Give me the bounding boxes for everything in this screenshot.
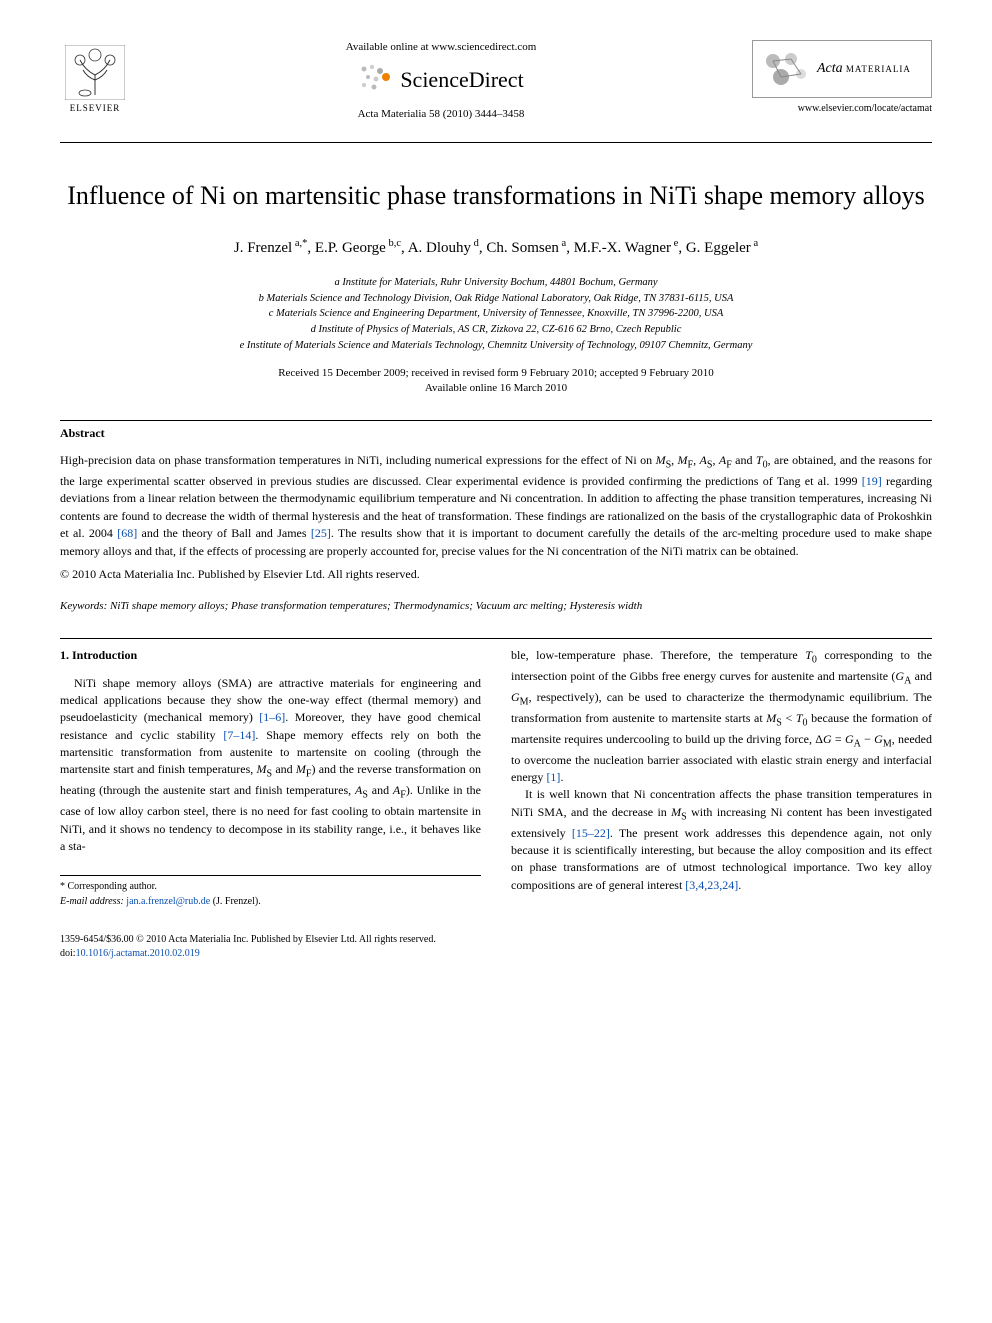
- abstract-section: Abstract High-precision data on phase tr…: [60, 425, 932, 582]
- email-paren: (J. Frenzel).: [213, 896, 261, 907]
- affiliation-a: a Institute for Materials, Ruhr Universi…: [60, 275, 932, 291]
- online-date: Available online 16 March 2010: [60, 381, 932, 396]
- acta-atoms-icon: [761, 49, 811, 89]
- article-dates: Received 15 December 2009; received in r…: [60, 366, 932, 397]
- journal-url: www.elsevier.com/locate/actamat: [752, 102, 932, 116]
- sciencedirect-text: ScienceDirect: [400, 65, 523, 96]
- column-left: 1. Introduction NiTi shape memory alloys…: [60, 647, 481, 909]
- email-line: E-mail address: jan.a.frenzel@rub.de (J.…: [60, 895, 481, 910]
- footnote-block: * Corresponding author. E-mail address: …: [60, 875, 481, 909]
- abstract-text: High-precision data on phase transformat…: [60, 452, 932, 560]
- sciencedirect-dots-icon: [358, 63, 394, 96]
- center-header: Available online at www.sciencedirect.co…: [130, 40, 752, 122]
- affiliation-c: c Materials Science and Engineering Depa…: [60, 306, 932, 322]
- keywords-label: Keywords:: [60, 600, 107, 612]
- affiliation-e: e Institute of Materials Science and Mat…: [60, 338, 932, 354]
- elsevier-logo: ELSEVIER: [60, 40, 130, 120]
- acta-text: Acta MATERIALIA: [811, 59, 911, 79]
- intro-para-1-cont: ble, low-temperature phase. Therefore, t…: [511, 647, 932, 786]
- elsevier-label: ELSEVIER: [70, 102, 121, 115]
- bottom-doi: doi:10.1016/j.actamat.2010.02.019: [60, 947, 932, 961]
- page-header: ELSEVIER Available online at www.science…: [60, 40, 932, 122]
- intro-para-2: It is well known that Ni concentration a…: [511, 786, 932, 894]
- column-right: ble, low-temperature phase. Therefore, t…: [511, 647, 932, 909]
- affiliation-b: b Materials Science and Technology Divis…: [60, 291, 932, 307]
- doi-link[interactable]: 10.1016/j.actamat.2010.02.019: [76, 948, 200, 959]
- sciencedirect-logo: ScienceDirect: [150, 63, 732, 96]
- abstract-heading: Abstract: [60, 425, 932, 442]
- page-footer: 1359-6454/$36.00 © 2010 Acta Materialia …: [60, 933, 932, 961]
- email-address[interactable]: jan.a.frenzel@rub.de: [126, 896, 210, 907]
- section-1-heading: 1. Introduction: [60, 647, 481, 664]
- bottom-rights: 1359-6454/$36.00 © 2010 Acta Materialia …: [60, 933, 932, 947]
- keywords-text: NiTi shape memory alloys; Phase transfor…: [110, 600, 642, 612]
- available-online-text: Available online at www.sciencedirect.co…: [150, 40, 732, 55]
- abstract-rule-top: [60, 420, 932, 421]
- affiliation-d: d Institute of Physics of Materials, AS …: [60, 322, 932, 338]
- received-date: Received 15 December 2009; received in r…: [60, 366, 932, 381]
- acta-logo-box: Acta MATERIALIA www.elsevier.com/locate/…: [752, 40, 932, 116]
- abstract-rule-bottom: [60, 638, 932, 639]
- article-title: Influence of Ni on martensitic phase tra…: [60, 179, 932, 213]
- body-columns: 1. Introduction NiTi shape memory alloys…: [60, 647, 932, 909]
- acta-sub: MATERIALIA: [846, 64, 911, 74]
- authors-line: J. Frenzel a,*, E.P. George b,c, A. Dlou…: [60, 237, 932, 259]
- intro-para-1: NiTi shape memory alloys (SMA) are attra…: [60, 675, 481, 856]
- acta-logo: Acta MATERIALIA: [752, 40, 932, 98]
- corresponding-author: * Corresponding author.: [60, 880, 481, 895]
- elsevier-tree-icon: [65, 45, 125, 100]
- abstract-copyright: © 2010 Acta Materialia Inc. Published by…: [60, 566, 932, 583]
- affiliations: a Institute for Materials, Ruhr Universi…: [60, 275, 932, 354]
- keywords: Keywords: NiTi shape memory alloys; Phas…: [60, 599, 932, 614]
- acta-name: Acta: [817, 61, 843, 76]
- header-rule: [60, 142, 932, 143]
- citation-line: Acta Materialia 58 (2010) 3444–3458: [150, 107, 732, 122]
- email-label: E-mail address:: [60, 896, 124, 907]
